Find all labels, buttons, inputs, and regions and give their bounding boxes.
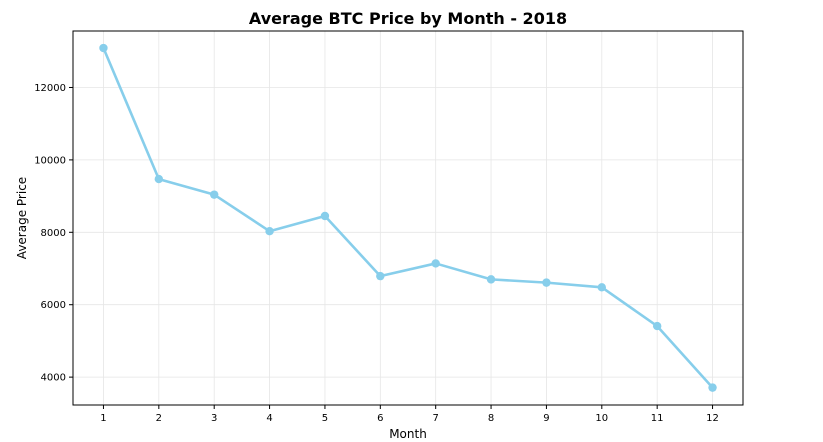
x-tick-label: 5 [322,413,328,424]
x-tick-label: 9 [543,413,549,424]
series-line [102,46,714,389]
y-tick-label: 12000 [34,83,66,94]
x-tick-label: 1 [100,413,106,424]
x-axis-label: Month [389,427,427,441]
series [99,43,717,392]
data-point [431,259,440,268]
x-tick-label: 8 [488,413,494,424]
y-tick-label: 4000 [41,373,66,384]
chart-title: Average BTC Price by Month - 2018 [249,9,567,28]
y-axis-label: Average Price [15,177,29,259]
data-point [320,211,330,221]
data-point [99,43,108,53]
data-point [597,283,607,292]
plot-area-frame [72,30,744,406]
y-tick-label: 8000 [41,228,66,239]
x-tick-label: 6 [377,413,383,424]
data-point [209,190,219,199]
x-axis-ticks: 1 2 3 4 5 6 7 8 9 10 11 12 [100,405,719,424]
data-point [154,174,164,184]
x-tick-label: 10 [595,413,608,424]
y-tick-label: 6000 [41,300,66,311]
x-tick-label: 7 [432,413,438,424]
y-tick-label: 10000 [34,155,66,166]
x-tick-label: 3 [211,413,217,424]
x-tick-label: 11 [651,413,664,424]
x-tick-label: 2 [156,413,162,424]
data-point [376,271,385,281]
data-point [486,275,496,284]
data-point [265,227,274,236]
data-point [542,278,551,287]
x-tick-label: 12 [706,413,719,424]
data-point [708,383,717,392]
y-axis-ticks: 4000 6000 8000 10000 12000 [34,83,73,384]
grid [73,31,743,405]
data-point [652,321,662,331]
x-tick-label: 4 [266,413,272,424]
